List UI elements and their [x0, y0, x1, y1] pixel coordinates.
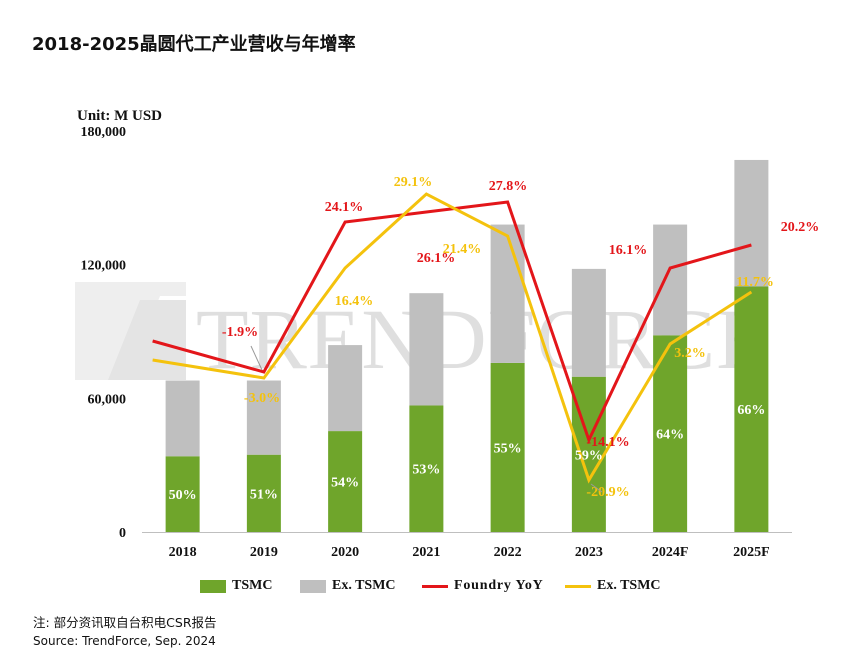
y-tick-label: 0: [119, 526, 126, 541]
bar-ex-tsmc: [490, 224, 525, 363]
x-tick-label: 2022: [494, 545, 522, 560]
yoy-data-label: 27.8%: [489, 179, 528, 194]
x-tick-label: 2023: [575, 545, 603, 560]
legend-item-ex-tsmc-yoy: Ex. TSMC: [565, 577, 661, 595]
bar-share-label: 51%: [250, 487, 278, 502]
bar-tsmc: [409, 405, 444, 532]
bar-share-label: 50%: [169, 488, 197, 503]
line-foundry-yoy: [152, 200, 752, 444]
yoy-data-label: -20.9%: [586, 485, 629, 500]
yoy-data-label: 29.1%: [394, 175, 433, 190]
yoy-data-label: 21.4%: [443, 242, 482, 257]
legend-label-tsmc: TSMC: [232, 578, 273, 593]
yoy-data-label: 16.4%: [335, 294, 374, 309]
yoy-data-label: -14.1%: [586, 435, 629, 450]
x-tick-label: 2019: [250, 545, 278, 560]
x-tick-label: 2021: [412, 545, 440, 560]
leader-line: [590, 483, 603, 493]
footnote-note: 注: 部分资讯取自台积电CSR报告: [33, 615, 217, 630]
yoy-data-label: -3.0%: [244, 391, 280, 406]
yoy-data-label: 24.1%: [325, 200, 364, 215]
legend-item-foundry-yoy: Foundry YoY: [422, 577, 544, 595]
y-tick-label: 60,000: [88, 392, 127, 407]
watermark-logo-icon: [108, 300, 186, 380]
legend-label-foundry-yoy: Foundry YoY: [454, 578, 544, 593]
x-tick-label: 2020: [331, 545, 359, 560]
bar-share-label: 53%: [412, 463, 440, 478]
legend-item-ex-tsmc: Ex. TSMC: [300, 577, 396, 595]
line-ex-tsmc-yoy: [152, 192, 753, 484]
bar-ex-tsmc: [734, 159, 769, 287]
bar-share-label: 59%: [575, 448, 603, 463]
bar-tsmc: [653, 335, 688, 532]
bar-tsmc: [734, 286, 769, 532]
chart-title: 2018-2025晶圆代工产业营收与年增率: [32, 34, 356, 55]
footnote-source: Source: TrendForce, Sep. 2024: [33, 634, 216, 648]
yoy-data-label: 16.1%: [609, 243, 648, 258]
bar-tsmc: [328, 431, 363, 532]
bar-share-label: 64%: [656, 428, 684, 443]
x-tick-label: 2018: [169, 545, 197, 560]
y-tick-label: 120,000: [81, 259, 127, 274]
bar-ex-tsmc: [328, 345, 363, 432]
legend-swatch-foundry-yoy: [422, 584, 448, 588]
bar-ex-tsmc: [571, 268, 606, 377]
legend-swatch-ex-tsmc: [300, 579, 326, 593]
x-tick-label: 2024F: [652, 545, 689, 560]
bar-ex-tsmc: [246, 380, 281, 455]
bar-share-label: 66%: [737, 403, 765, 418]
x-tick-label: 2025F: [733, 545, 770, 560]
bar-ex-tsmc: [165, 380, 200, 457]
yoy-data-label: 26.1%: [417, 251, 456, 266]
bar-ex-tsmc: [653, 224, 688, 336]
bar-tsmc: [246, 454, 281, 532]
yoy-data-label: -1.9%: [222, 325, 258, 340]
legend-swatch-ex-tsmc-yoy: [565, 584, 591, 588]
legend-item-tsmc: TSMC: [200, 577, 272, 595]
unit-label: Unit: M USD: [77, 108, 162, 124]
bar-tsmc: [490, 362, 525, 532]
legend-label-ex-tsmc-yoy: Ex. TSMC: [597, 578, 661, 593]
y-tick-label: 180,000: [81, 125, 127, 140]
legend-label-ex-tsmc: Ex. TSMC: [332, 578, 396, 593]
bar-share-label: 55%: [494, 441, 522, 456]
yoy-data-label: 20.2%: [781, 220, 820, 235]
footnote: 注: 部分资讯取自台积电CSR报告 Source: TrendForce, Se…: [33, 614, 217, 650]
bar-share-label: 54%: [331, 476, 359, 491]
legend-swatch-tsmc: [200, 579, 226, 593]
leader-line: [250, 345, 263, 371]
yoy-data-label: 3.2%: [674, 346, 706, 361]
bar-ex-tsmc: [409, 293, 444, 406]
yoy-data-label: 11.7%: [736, 275, 774, 290]
bar-tsmc: [165, 456, 200, 532]
